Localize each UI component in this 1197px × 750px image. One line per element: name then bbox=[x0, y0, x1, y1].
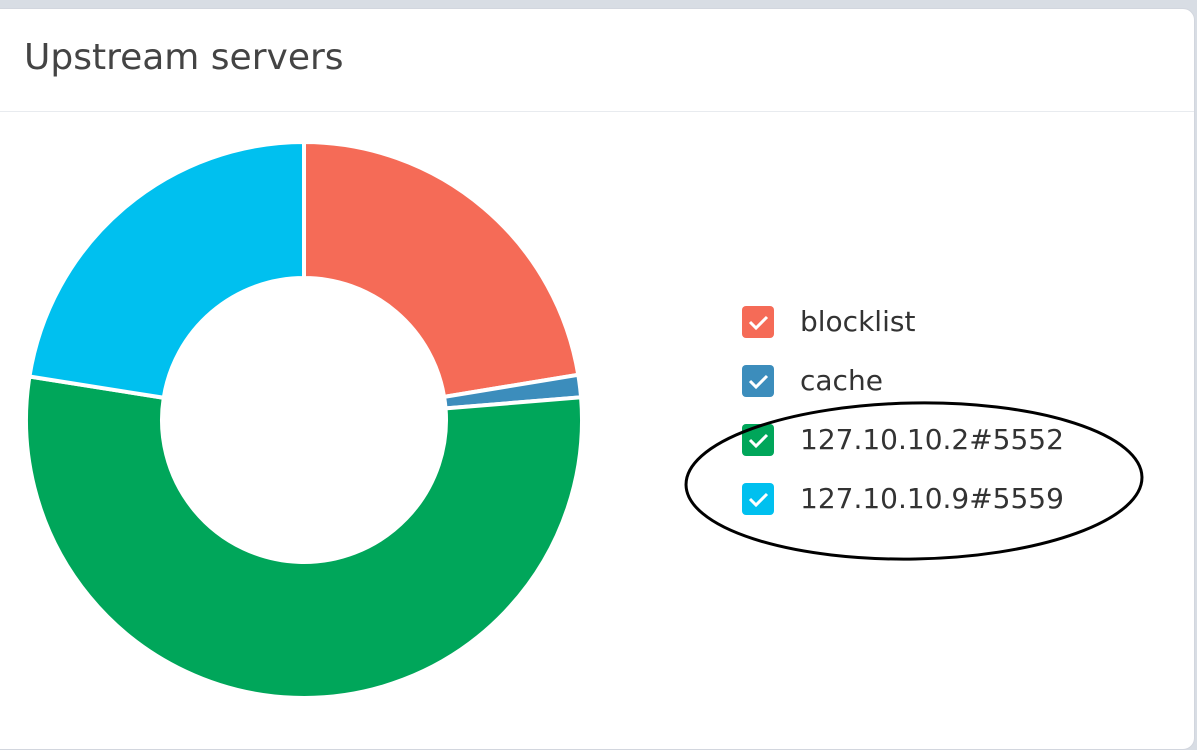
checkmark bbox=[748, 492, 769, 508]
legend-label: cache bbox=[800, 364, 883, 397]
pie-slice bbox=[24, 374, 584, 700]
legend-checkbox[interactable] bbox=[742, 306, 774, 338]
legend-item[interactable]: blocklist bbox=[742, 305, 915, 338]
legend-label: 127.10.10.2#5552 bbox=[800, 423, 1064, 456]
legend-checkbox[interactable] bbox=[742, 483, 774, 515]
legend-label: 127.10.10.9#5559 bbox=[800, 482, 1064, 515]
pie-slice bbox=[302, 139, 581, 400]
legend-item[interactable]: 127.10.10.2#5552 bbox=[742, 423, 1064, 456]
pie-slice bbox=[27, 139, 306, 401]
page: Upstream servers blocklist cache 127.10.10… bbox=[0, 8, 1195, 750]
annotation-ellipse bbox=[684, 401, 1144, 561]
legend-checkbox[interactable] bbox=[742, 424, 774, 456]
legend-checkbox[interactable] bbox=[742, 365, 774, 397]
checkmark bbox=[748, 433, 769, 449]
card-title: Upstream servers bbox=[24, 37, 344, 78]
checkmark bbox=[748, 374, 769, 390]
chart: blocklist cache 127.10.10.2#5552 127.10.10.… bbox=[24, 139, 1144, 700]
card-header: Upstream servers bbox=[0, 9, 1194, 112]
legend-item[interactable]: 127.10.10.9#5559 bbox=[742, 482, 1064, 515]
legend-item[interactable]: cache bbox=[742, 364, 883, 397]
checkmark bbox=[748, 315, 769, 331]
legend-label: blocklist bbox=[800, 305, 915, 338]
